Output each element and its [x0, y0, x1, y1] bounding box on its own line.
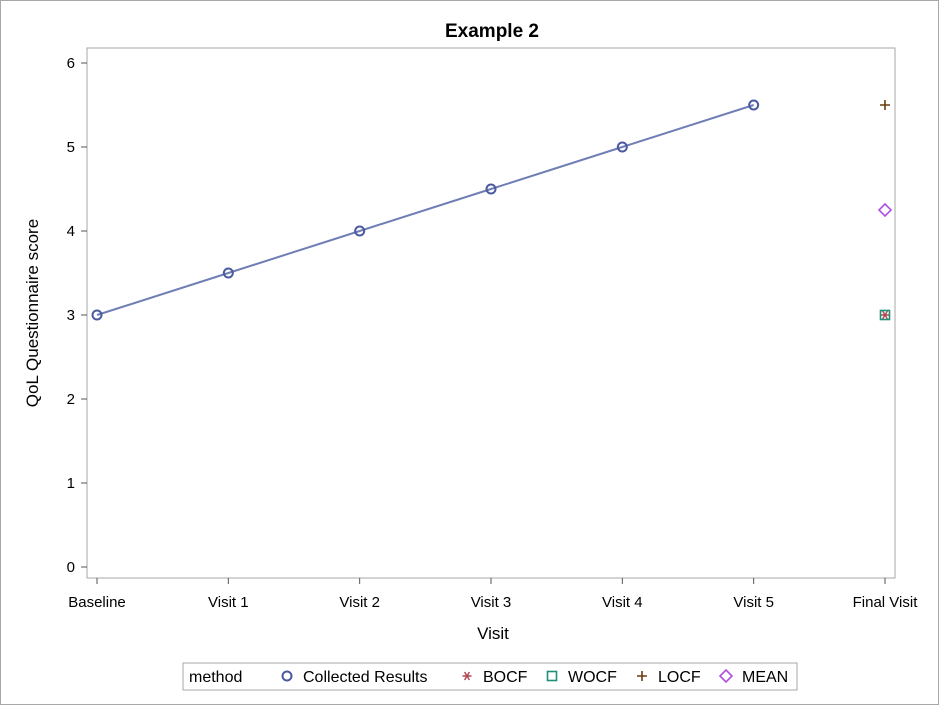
series-bocf: [880, 310, 890, 320]
legend-label-bocf: BOCF: [483, 669, 528, 686]
series-mean: [877, 202, 893, 218]
data-point-locf: [880, 100, 890, 110]
legend-entries: Collected Results BOCF WOCF LOCF MEAN: [281, 668, 788, 686]
legend-label-wocf: WOCF: [568, 669, 617, 686]
chart-title: Example 2: [445, 21, 539, 42]
legend-box: [182, 662, 798, 691]
data-point-collected-results: [485, 183, 497, 195]
data-point-bocf: [880, 310, 890, 320]
x-tick-label: Visit 1: [208, 594, 249, 611]
data-point-mean: [877, 202, 893, 218]
legend-title: method: [189, 669, 242, 686]
y-tick-label: 4: [67, 223, 75, 240]
y-axis: 0 1 2 3 4 5 6: [67, 55, 87, 576]
data-point-collected-results: [354, 225, 366, 237]
legend-marker-mean: [718, 668, 734, 684]
series-collected-results: [91, 99, 760, 321]
y-tick-label: 1: [67, 475, 75, 492]
series-wocf: [879, 309, 891, 321]
series-locf: [880, 100, 890, 110]
legend-label-collected-results: Collected Results: [303, 669, 428, 686]
legend-marker-bocf: [462, 671, 472, 681]
data-point-wocf: [879, 309, 891, 321]
x-tick-label: Baseline: [68, 594, 126, 611]
series-line-collected-results: [96, 104, 754, 316]
plot-area: [86, 47, 896, 579]
x-axis: Baseline Visit 1 Visit 2 Visit 3 Visit 4 Visi…: [68, 578, 918, 611]
x-tick-label: Visit 5: [733, 594, 774, 611]
y-tick-label: 0: [67, 559, 75, 576]
y-axis-label: QoL Questionnaire score: [23, 219, 42, 407]
x-axis-label: Visit: [477, 624, 509, 643]
legend-marker-collected-results: [281, 670, 293, 682]
y-tick-label: 2: [67, 391, 75, 408]
legend: method Collected Results BOCF WOCF LOCF MEAN: [182, 662, 798, 691]
data-point-collected-results: [91, 309, 103, 321]
data-point-collected-results: [616, 141, 628, 153]
y-tick-label: 6: [67, 55, 75, 72]
x-tick-label: Visit 2: [339, 594, 380, 611]
legend-marker-wocf: [546, 670, 558, 682]
x-tick-label: Visit 3: [471, 594, 512, 611]
y-tick-label: 5: [67, 139, 75, 156]
series-layer: [91, 99, 893, 321]
legend-marker-locf: [637, 671, 647, 681]
data-point-collected-results: [748, 99, 760, 111]
legend-label-mean: MEAN: [742, 669, 788, 686]
data-point-collected-results: [222, 267, 234, 279]
y-tick-label: 3: [67, 307, 75, 324]
x-tick-label: Visit 4: [602, 594, 643, 611]
x-tick-label: Final Visit: [853, 594, 919, 611]
legend-label-locf: LOCF: [658, 669, 701, 686]
